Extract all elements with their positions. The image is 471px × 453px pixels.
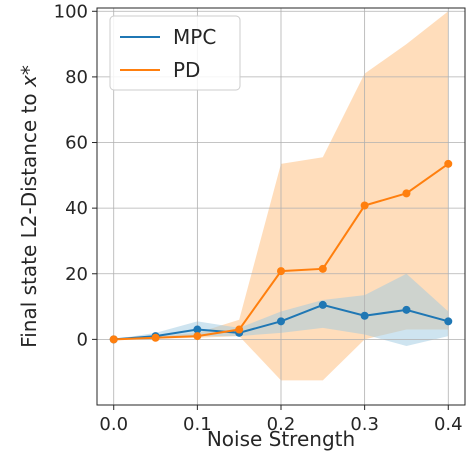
y-axis-label: Final state L2-Distance to x*: [17, 65, 41, 348]
pd-point: [402, 189, 411, 198]
mpc-point: [444, 317, 453, 326]
legend-box: [109, 15, 241, 91]
mpc-point: [402, 305, 411, 314]
mpc-point: [277, 317, 285, 326]
pd-point: [193, 332, 202, 341]
pd-point: [235, 325, 244, 334]
pd-point: [151, 333, 160, 342]
pd-point: [360, 201, 369, 210]
pd-point: [444, 159, 453, 168]
pd-legend-label: PD: [173, 58, 200, 82]
y-tick-label: 20: [65, 264, 88, 285]
x-tick-label: 0.0: [99, 414, 128, 435]
y-axis-ticks: 0 20 40 60 80 100: [54, 1, 97, 350]
y-tick-label: 60: [65, 133, 88, 154]
series-points: [109, 159, 453, 344]
y-tick-label: 80: [65, 67, 88, 88]
y-axis-label-text: Final state L2-Distance to: [17, 87, 41, 348]
x-tick-label: 0.1: [183, 414, 212, 435]
x-tick-label: 0.4: [434, 414, 463, 435]
pd-point: [277, 267, 285, 276]
legend: MPC PD: [109, 15, 241, 91]
y-tick-label: 40: [65, 198, 88, 219]
x-axis-ticks: 0.0 0.1 0.2 0.3 0.4: [99, 405, 463, 435]
y-axis-label-symbol: x*: [17, 65, 41, 88]
mpc-point: [193, 325, 202, 334]
y-tick-label: 0: [77, 329, 88, 350]
x-axis-label: Noise Strength: [207, 427, 355, 451]
mpc-point: [360, 311, 369, 320]
x-tick-label: 0.3: [350, 414, 379, 435]
x-tick-label: 0.2: [267, 414, 296, 435]
mpc-point: [318, 300, 327, 309]
y-tick-label: 100: [54, 1, 88, 22]
mpc-legend-label: MPC: [173, 25, 216, 49]
pd-point: [109, 335, 118, 344]
pd-point: [318, 264, 327, 273]
